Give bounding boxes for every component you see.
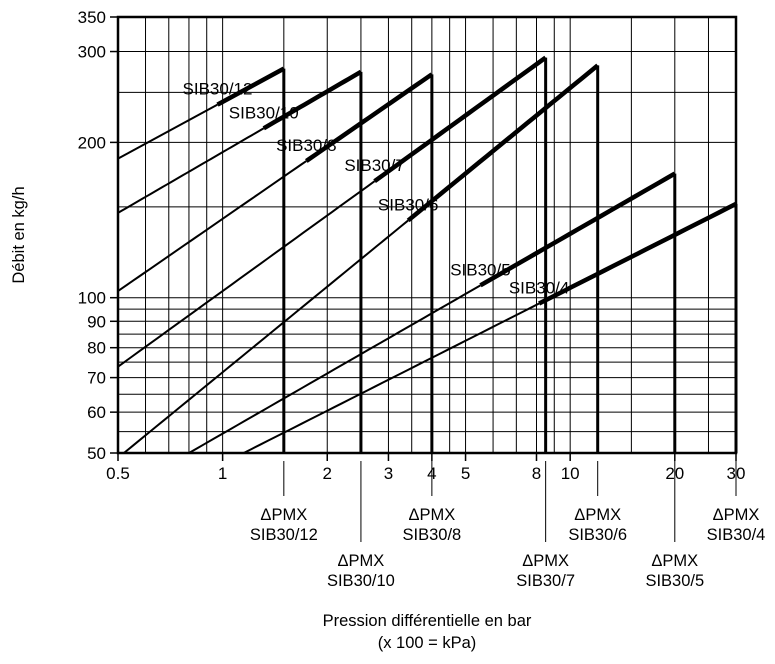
curve-thin-SIB30/6: [123, 219, 409, 454]
y-tick-label: 90: [87, 312, 106, 331]
curve-label-SIB30/4: SIB30/4: [509, 279, 570, 298]
pmx-label-model: SIB30/6: [568, 526, 627, 544]
curve-label-SIB30/5: SIB30/5: [450, 260, 511, 279]
curve-label-SIB30/7: SIB30/7: [344, 156, 405, 175]
pmx-label: ΔPMX: [522, 552, 569, 570]
x-axis-sublabel: (x 100 = kPa): [378, 634, 477, 652]
curve-thick-SIB30/5: [479, 171, 676, 288]
y-tick-label: 200: [78, 133, 106, 152]
pmx-label-model: SIB30/12: [250, 526, 318, 544]
curve-labels: SIB30/12 SIB30/10 SIB30/8 SIB30/7 SIB30/6 SIB…: [183, 80, 570, 298]
x-tick-label: 1: [218, 464, 227, 483]
curve-label-SIB30/8: SIB30/8: [276, 136, 337, 155]
pmx-label: ΔPMX: [408, 506, 455, 524]
curve-thin-SIB30/7: [117, 180, 376, 368]
curve-label-SIB30/6: SIB30/6: [378, 195, 439, 214]
pmx-label: ΔPMX: [338, 552, 385, 570]
x-tick-label: 10: [561, 464, 580, 483]
curve-thick-SIB30/12: [216, 66, 285, 107]
y-tick-label: 50: [87, 444, 106, 463]
curves: [117, 55, 738, 454]
x-axis-label: Pression différentielle en bar: [323, 612, 532, 630]
curve-thick-SIB30/10: [262, 69, 363, 131]
x-tick-label: 0.5: [106, 464, 130, 483]
curve-thin-SIB30/12: [117, 103, 218, 160]
y-tick-label: 60: [87, 403, 106, 422]
pmx-label-model: SIB30/7: [516, 572, 575, 590]
pmx-label: ΔPMX: [713, 506, 760, 524]
y-tick-label: 100: [78, 289, 106, 308]
curve-thick-SIB30/8: [305, 72, 434, 163]
y-tick-label: 70: [87, 369, 106, 388]
y-tick-label: 300: [78, 43, 106, 62]
x-tick-label: 3: [384, 464, 393, 483]
pmx-label-model: SIB30/4: [707, 526, 766, 544]
y-tick-label: 80: [87, 339, 106, 358]
y-tick-label: 350: [78, 8, 106, 27]
pmx-label: ΔPMX: [574, 506, 621, 524]
curve-thin-SIB30/10: [117, 127, 265, 214]
x-tick-label: 2: [323, 464, 332, 483]
curve-label-SIB30/12: SIB30/12: [183, 80, 253, 99]
curve-label-SIB30/10: SIB30/10: [229, 103, 299, 122]
x-tick-label: 8: [532, 464, 541, 483]
pmx-label-model: SIB30/5: [645, 572, 704, 590]
curve-thin-SIB30/4: [243, 302, 540, 454]
y-axis-label: Débit en kg/h: [10, 186, 28, 283]
pmx-label-model: SIB30/10: [327, 572, 395, 590]
curve-thick-SIB30/7: [373, 55, 547, 184]
plot-frame: [116, 15, 738, 455]
curve-thin-SIB30/8: [117, 160, 307, 292]
pmx-label: ΔPMX: [651, 552, 698, 570]
pmx-label-model: SIB30/8: [403, 526, 462, 544]
pmx-label: ΔPMX: [260, 506, 307, 524]
curve-thin-SIB30/5: [188, 284, 481, 454]
curve-thick-SIB30/4: [538, 201, 738, 306]
x-tick-label: 5: [461, 464, 470, 483]
pmx-annotations: ΔPMX SIB30/12 ΔPMX SIB30/10 ΔPMX SIB30/8 ΔPMX S…: [250, 461, 765, 590]
curve-thick-SIB30/6: [406, 63, 600, 223]
